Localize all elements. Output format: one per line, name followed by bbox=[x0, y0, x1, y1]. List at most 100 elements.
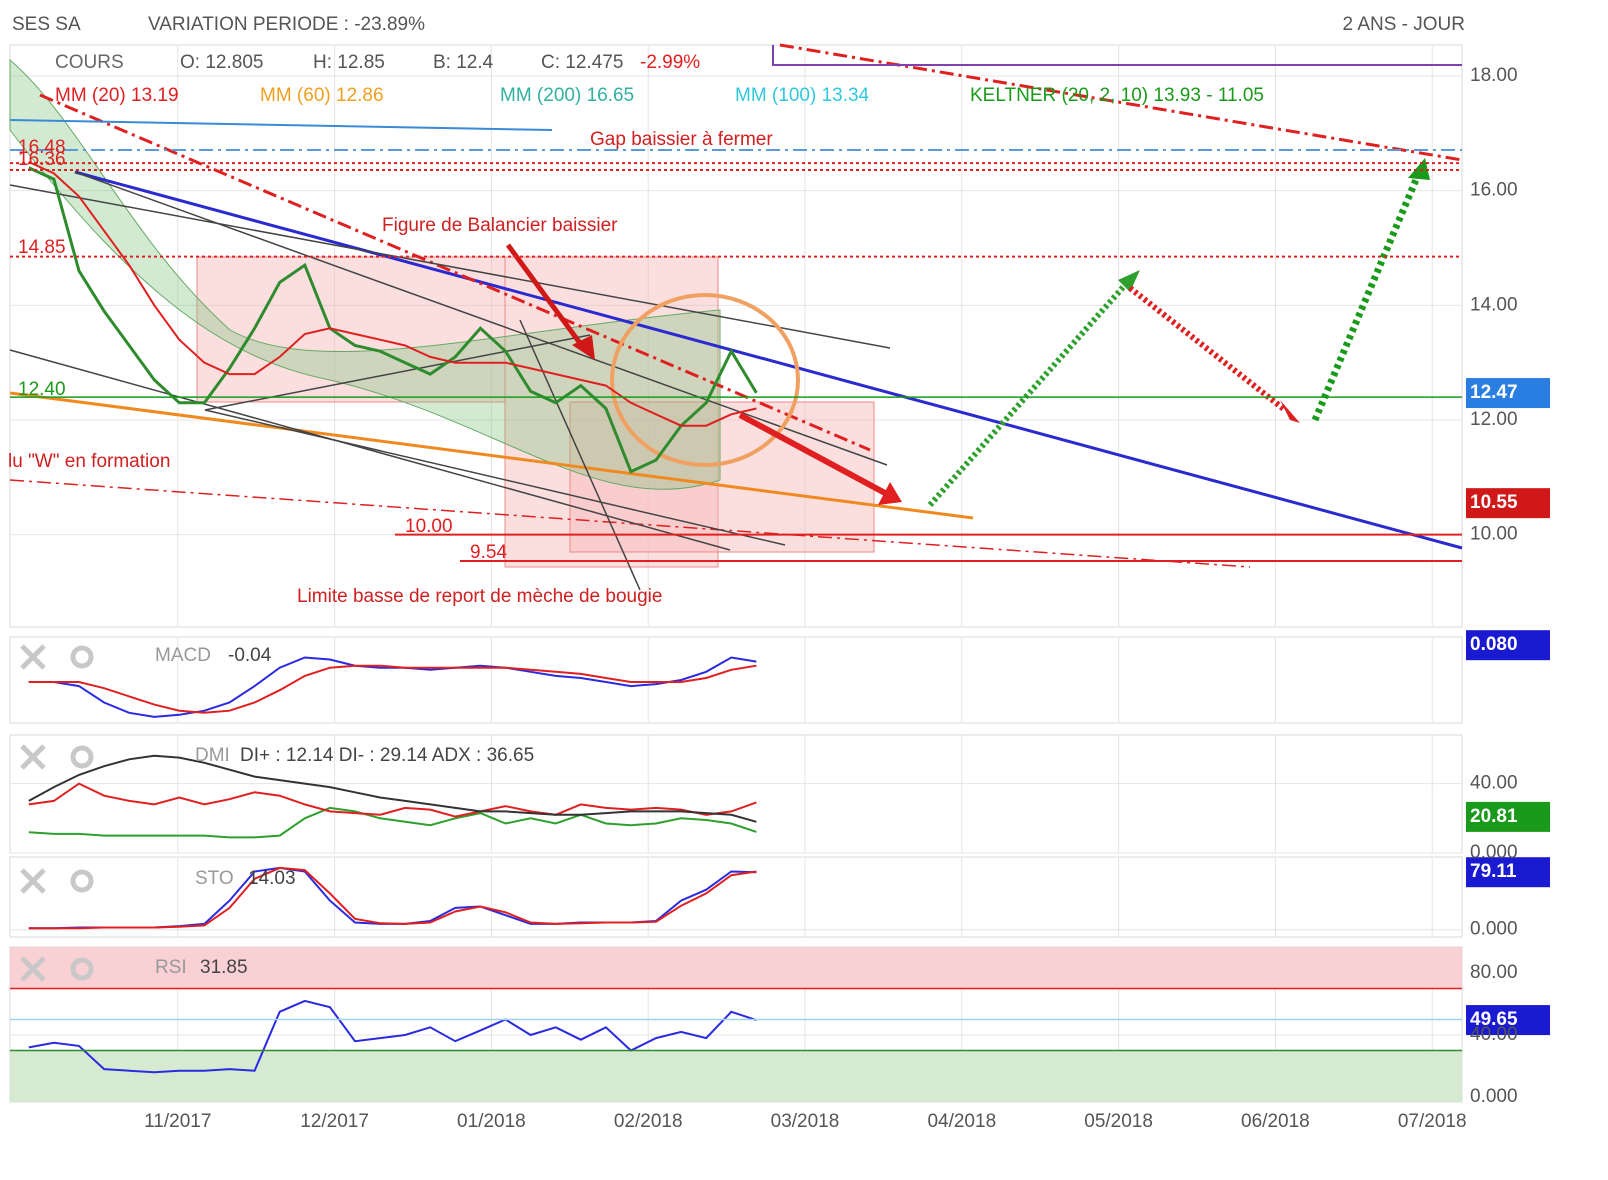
indicator-value: -0.04 bbox=[228, 645, 272, 666]
y-tick-label: 0.000 bbox=[1470, 1086, 1518, 1107]
trendline bbox=[9, 349, 731, 551]
grid bbox=[9, 44, 1463, 1103]
close-icon[interactable] bbox=[20, 868, 46, 894]
arrow-head bbox=[878, 482, 902, 505]
panel-icons bbox=[20, 644, 94, 982]
settings-icon[interactable] bbox=[70, 645, 94, 669]
series-line bbox=[28, 664, 757, 714]
indicator-title: RSI bbox=[155, 957, 187, 978]
panel-frame bbox=[9, 636, 1463, 724]
x-tick-label: 05/2018 bbox=[1084, 1111, 1153, 1132]
legend-entry: MM (20) 13.19 bbox=[55, 85, 179, 106]
arrow bbox=[1311, 173, 1422, 422]
level-label: 12.40 bbox=[18, 379, 66, 400]
period: 2 ANS - JOUR bbox=[1343, 14, 1465, 35]
price-badge bbox=[1466, 801, 1550, 832]
indicator-value: 31.85 bbox=[200, 957, 248, 978]
price-badge-label: 0.080 bbox=[1470, 634, 1518, 655]
price-badge-label: 20.81 bbox=[1470, 806, 1518, 827]
arrow-head bbox=[1280, 400, 1300, 423]
legend-entry: MM (200) 16.65 bbox=[500, 85, 634, 106]
close-icon[interactable] bbox=[20, 644, 46, 670]
series-layer: 12.47 10.55 0.080 MACD -0.04 20.81 DMI DI+ : 12… bbox=[28, 161, 1550, 1074]
trendline bbox=[772, 45, 1462, 66]
y-tick-label: 80.00 bbox=[1470, 962, 1518, 983]
series-line bbox=[28, 754, 757, 823]
highlight-circle bbox=[610, 293, 800, 467]
legend-entry: KELTNER (20, 2, 10) 13.93 - 11.05 bbox=[970, 85, 1264, 106]
y-tick-label: 0.000 bbox=[1470, 919, 1518, 940]
indicator-title: STO bbox=[195, 868, 234, 889]
legend-entry: COURS bbox=[55, 52, 124, 73]
arrow bbox=[1128, 285, 1287, 413]
price-badge bbox=[1466, 1005, 1550, 1036]
indicator-value: 14.03 bbox=[248, 868, 296, 889]
indicator-title: DMI bbox=[195, 745, 230, 766]
legend-entry: O: 12.805 bbox=[180, 52, 263, 73]
x-tick-label: 12/2017 bbox=[300, 1111, 369, 1132]
trendline bbox=[9, 391, 974, 520]
zone bbox=[196, 256, 506, 403]
y-tick-label: 18.00 bbox=[1470, 65, 1518, 86]
zone bbox=[10, 947, 1462, 989]
legend-entry: MM (100) 13.34 bbox=[735, 85, 870, 106]
level-label: 10.00 bbox=[405, 516, 453, 537]
series-line bbox=[28, 782, 757, 818]
level-label: 16.48 bbox=[18, 137, 66, 158]
series-line bbox=[28, 866, 757, 930]
indicator-title: MACD bbox=[155, 645, 211, 666]
series-line bbox=[28, 806, 757, 839]
price-badge-label: 10.55 bbox=[1470, 492, 1518, 513]
close-icon[interactable] bbox=[20, 956, 46, 982]
close-icon[interactable] bbox=[20, 744, 46, 770]
price-badge bbox=[1466, 488, 1550, 519]
annotation: Figure de Balancier baissier bbox=[382, 215, 618, 236]
x-tick-label: 01/2018 bbox=[457, 1111, 526, 1132]
legend-entry: C: 12.475 bbox=[541, 52, 623, 73]
zone bbox=[569, 401, 875, 553]
annotation: lu "W" en formation bbox=[8, 451, 170, 472]
drawings bbox=[9, 43, 1463, 591]
x-tick-label: 04/2018 bbox=[927, 1111, 996, 1132]
legend-entry: -2.99% bbox=[640, 52, 700, 73]
legend-entry: H: 12.85 bbox=[313, 52, 385, 73]
trendline bbox=[204, 409, 786, 546]
settings-icon[interactable] bbox=[70, 869, 94, 893]
annotation: Limite basse de report de mèche de bougi… bbox=[297, 586, 662, 607]
y-tick-label: 12.00 bbox=[1470, 409, 1518, 430]
trendline bbox=[9, 184, 891, 349]
settings-icon[interactable] bbox=[70, 957, 94, 981]
trendline bbox=[9, 479, 1251, 568]
level-label: 14.85 bbox=[18, 237, 66, 258]
y-tick-label: 14.00 bbox=[1470, 294, 1518, 315]
price-badge bbox=[1466, 378, 1550, 409]
annotation: Gap baissier à fermer bbox=[590, 129, 773, 150]
legend-entry: B: 12.4 bbox=[433, 52, 494, 73]
level-label: 9.54 bbox=[470, 542, 507, 563]
series-line bbox=[28, 166, 758, 474]
panel-frame bbox=[9, 44, 1463, 628]
y-tick-label: 16.00 bbox=[1470, 180, 1518, 201]
price-badge-label: 79.11 bbox=[1470, 861, 1517, 882]
y-tick-label: 40.00 bbox=[1470, 1024, 1518, 1045]
trendline bbox=[74, 170, 1463, 550]
panel-frame bbox=[9, 856, 1463, 938]
x-tick-label: 11/2017 bbox=[144, 1111, 211, 1132]
level-label: 16.36 bbox=[18, 149, 66, 170]
settings-icon[interactable] bbox=[70, 745, 94, 769]
series-line bbox=[28, 866, 757, 930]
arrow bbox=[505, 243, 588, 352]
indicator-value: DI+ : 12.14 DI- : 29.14 ADX : 36.65 bbox=[240, 745, 534, 766]
x-tick-label: 02/2018 bbox=[614, 1111, 683, 1132]
price-badge-label: 12.47 bbox=[1470, 382, 1518, 403]
price-badge-label: 49.65 bbox=[1470, 1009, 1518, 1030]
trendline bbox=[519, 319, 641, 591]
keltner-band bbox=[9, 58, 721, 490]
x-tick-label: 03/2018 bbox=[771, 1111, 840, 1132]
chart-title: SES SA bbox=[12, 14, 81, 35]
arrow bbox=[738, 412, 887, 496]
arrow bbox=[927, 283, 1128, 507]
trendline bbox=[74, 171, 888, 466]
arrow-head bbox=[1408, 158, 1430, 180]
